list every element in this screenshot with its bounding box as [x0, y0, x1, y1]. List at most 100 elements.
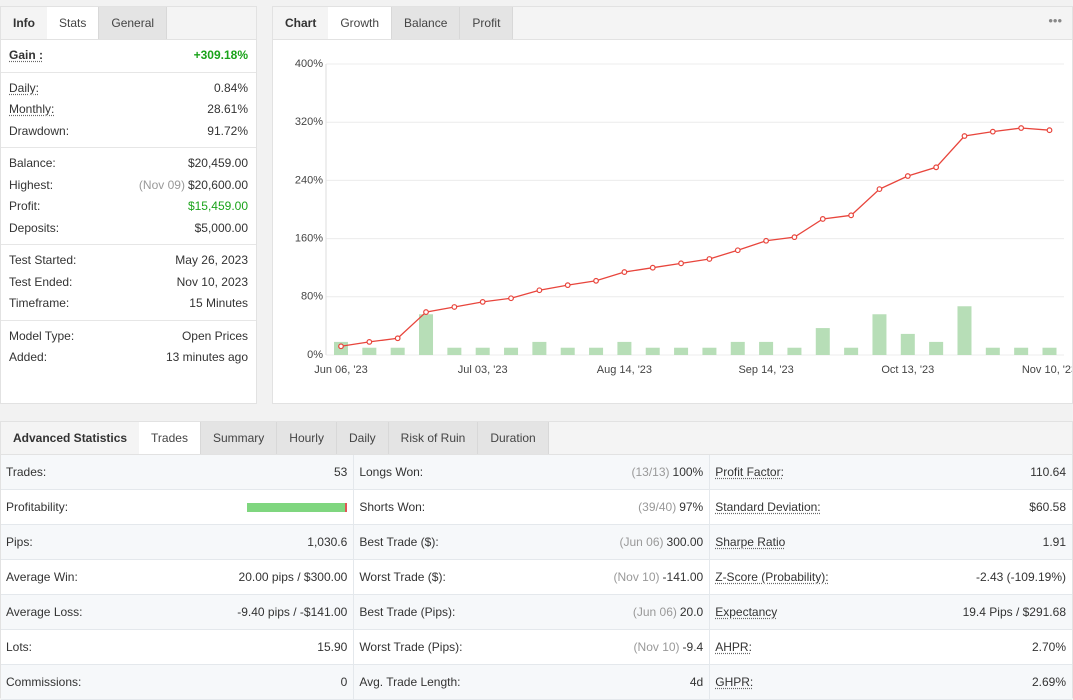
point — [792, 235, 797, 240]
bar — [617, 342, 631, 355]
info-group: Gain : +309.18% — [1, 40, 256, 73]
stats-label: Sharpe Ratio — [715, 535, 785, 549]
stats-table: Trades: 53 Longs Won: (13/13) 100% Profit Fac… — [1, 455, 1072, 700]
info-value: $20,600.00 — [188, 178, 248, 192]
stats-note: (Jun 06) — [633, 605, 677, 619]
tab[interactable]: Profit — [460, 7, 513, 39]
info-value: 28.61% — [207, 102, 248, 116]
stats-value-cell: 20.00 pips / $300.00 — [151, 560, 354, 595]
stats-label: Expectancy — [715, 605, 777, 619]
stats-value-cell: 53 — [151, 455, 354, 490]
stats-label-cell: Pips: — [1, 525, 151, 560]
stats-label: Standard Deviation: — [715, 500, 820, 514]
info-value: $15,459.00 — [188, 199, 248, 213]
stats-label-cell: Commissions: — [1, 665, 151, 700]
stats-value: 20.00 pips / $300.00 — [239, 570, 348, 584]
info-value-wrap: 13 minutes ago — [166, 347, 248, 369]
stats-value: 2.69% — [1032, 675, 1066, 689]
stats-value-cell: (39/40) 97% — [499, 490, 710, 525]
info-value: 15 Minutes — [189, 296, 248, 310]
tab[interactable]: Info — [1, 7, 47, 39]
point — [565, 283, 570, 288]
tab[interactable]: Stats — [47, 7, 99, 39]
info-row: Model Type: Open Prices — [9, 326, 248, 348]
info-tabs: Info Stats General — [1, 7, 256, 40]
y-tick-label: 320% — [295, 116, 323, 128]
stats-value-cell: 15.90 — [151, 630, 354, 665]
info-value: Open Prices — [182, 329, 248, 343]
info-row: Monthly: 28.61% — [9, 99, 248, 121]
menu-button[interactable]: ••• — [1048, 13, 1062, 28]
x-tick-label: Sep 14, '23 — [738, 364, 793, 376]
stats-value-cell: 1,030.6 — [151, 525, 354, 560]
bar — [872, 314, 886, 355]
stats-value-cell: 2.69% — [865, 665, 1072, 700]
tab[interactable]: Summary — [201, 422, 277, 454]
x-tick-label: Aug 14, '23 — [597, 364, 652, 376]
stats-value-cell — [151, 490, 354, 525]
stats-value: -141.00 — [663, 570, 704, 584]
stats-value: 15.90 — [317, 640, 347, 654]
bar — [674, 348, 688, 355]
bar — [702, 348, 716, 355]
tab[interactable]: Advanced Statistics — [1, 422, 139, 454]
info-row: Added: 13 minutes ago — [9, 347, 248, 369]
stats-label: Avg. Trade Length: — [359, 675, 460, 689]
stats-label-cell: Sharpe Ratio — [710, 525, 865, 560]
stats-value: 97% — [679, 500, 703, 514]
stats-label-cell: Best Trade ($): — [354, 525, 499, 560]
info-value: Nov 10, 2023 — [177, 275, 248, 289]
info-label: Highest: — [9, 175, 53, 197]
x-tick-label: Jul 03, '23 — [458, 364, 508, 376]
tab[interactable]: Growth — [328, 7, 392, 39]
page: { "info_panel": { "tabs": ["Info", "Stat… — [0, 0, 1073, 699]
stats-label-cell: Shorts Won: — [354, 490, 499, 525]
tab[interactable]: Balance — [392, 7, 460, 39]
tab[interactable]: Trades — [139, 422, 201, 454]
info-value: +309.18% — [194, 48, 248, 62]
stats-panel: Advanced Statistics Trades Summary Hourly Da… — [0, 421, 1073, 698]
stats-value: 53 — [334, 465, 347, 479]
point — [906, 174, 911, 179]
stats-row: Pips: 1,030.6 Best Trade ($): (Jun 06) 300.0… — [1, 525, 1072, 560]
stats-label-cell: Z-Score (Probability): — [710, 560, 865, 595]
info-group: Model Type: Open Prices Added: 13 minutes a… — [1, 321, 256, 374]
stats-note: (Jun 06) — [620, 535, 664, 549]
bar — [986, 348, 1000, 355]
tab[interactable]: Risk of Ruin — [389, 422, 479, 454]
point — [877, 187, 882, 192]
stats-value-cell: -2.43 (-109.19%) — [865, 560, 1072, 595]
point — [934, 165, 939, 170]
tab[interactable]: Chart — [273, 7, 328, 39]
tab[interactable]: General — [99, 7, 167, 39]
stats-value-cell: (Jun 06) 300.00 — [499, 525, 710, 560]
stats-label: Shorts Won: — [359, 500, 425, 514]
tab[interactable]: Hourly — [277, 422, 337, 454]
stats-row: Average Win: 20.00 pips / $300.00 Worst Tr… — [1, 560, 1072, 595]
stats-value-cell: 1.91 — [865, 525, 1072, 560]
stats-label: Profitability: — [6, 500, 68, 514]
info-group: Balance: $20,459.00 Highest: (Nov 09) $20,60… — [1, 148, 256, 245]
info-panel: Info Stats General Gain : +309.18% Daily: 0.8… — [0, 6, 257, 404]
bar — [759, 342, 773, 355]
info-row: Test Started: May 26, 2023 — [9, 250, 248, 272]
stats-label-cell: AHPR: — [710, 630, 865, 665]
tab[interactable]: Daily — [337, 422, 389, 454]
stats-label-cell: Profitability: — [1, 490, 151, 525]
info-value-wrap: (Nov 09) $20,600.00 — [139, 175, 248, 197]
bar — [589, 348, 603, 355]
stats-label-cell: GHPR: — [710, 665, 865, 700]
point — [509, 296, 514, 301]
y-tick-label: 240% — [295, 174, 323, 186]
stats-label: Lots: — [6, 640, 32, 654]
stats-row: Profitability: Shorts Won: (39/40) 97% Stand… — [1, 490, 1072, 525]
stats-label-cell: Worst Trade ($): — [354, 560, 499, 595]
bar — [957, 306, 971, 355]
info-value: $5,000.00 — [195, 221, 248, 235]
stats-label-cell: Lots: — [1, 630, 151, 665]
info-value-wrap: 0.84% — [214, 78, 248, 100]
info-group: Test Started: May 26, 2023 Test Ended: Nov … — [1, 245, 256, 321]
tab[interactable]: Duration — [478, 422, 548, 454]
y-tick-label: 400% — [295, 58, 323, 70]
point — [594, 278, 599, 283]
